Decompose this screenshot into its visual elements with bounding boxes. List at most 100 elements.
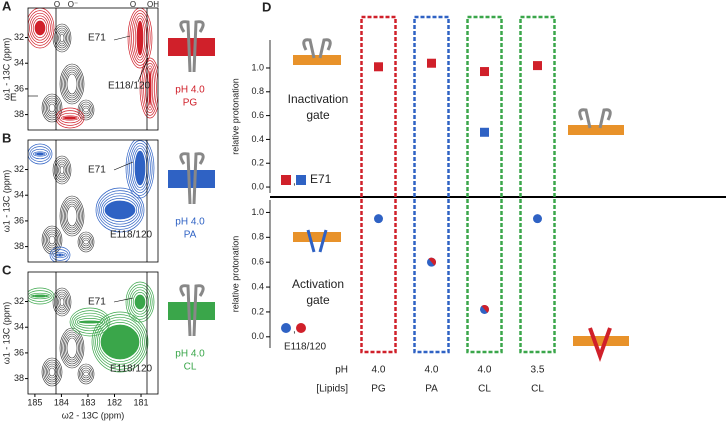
- y-tick-label: 34: [14, 190, 24, 200]
- contour: [93, 314, 147, 370]
- data-point: [481, 304, 489, 313]
- panel-frame: [27, 271, 159, 395]
- structure-label: O⁻: [68, 0, 78, 9]
- contour: [54, 25, 70, 51]
- contour: [36, 294, 44, 298]
- contour: [33, 151, 47, 157]
- contour: [56, 161, 68, 179]
- contour: [48, 103, 56, 113]
- contour: [80, 320, 100, 324]
- contour: [32, 18, 48, 38]
- contour: [59, 112, 81, 124]
- condition: PA: [184, 230, 197, 241]
- y-axis-label: relative protonation: [230, 78, 240, 155]
- y-tick-label: 32: [14, 296, 24, 306]
- contour: [95, 316, 145, 368]
- y-tick-label: 36: [14, 347, 24, 357]
- contour: [45, 231, 59, 249]
- contour: [62, 331, 82, 365]
- peak-label: E71: [88, 165, 106, 176]
- contour: [138, 23, 142, 53]
- contour: [83, 371, 89, 377]
- data-point: [533, 214, 542, 224]
- contour: [131, 145, 149, 191]
- contour: [59, 297, 65, 307]
- contour: [65, 71, 79, 97]
- contour: [97, 319, 143, 365]
- contour: [31, 15, 49, 41]
- panel-frame: [27, 7, 159, 131]
- contour: [45, 363, 59, 381]
- contour: [127, 8, 153, 69]
- contour: [131, 289, 149, 315]
- contour: [102, 327, 138, 357]
- contour: [102, 198, 138, 222]
- contour: [129, 10, 151, 66]
- panel-letter: A: [2, 0, 12, 13]
- membrane: [168, 38, 215, 56]
- channel: [179, 152, 205, 205]
- y-tick-label: 0.2: [251, 158, 264, 168]
- contour: [29, 292, 51, 300]
- contour: [28, 143, 53, 165]
- panel-frame: [27, 139, 159, 263]
- y-tick-label: 36: [14, 83, 24, 93]
- contour: [44, 361, 60, 383]
- leader: [113, 161, 134, 171]
- y-tick-label: 34: [14, 322, 24, 332]
- legend-marker: [296, 175, 306, 185]
- contour: [58, 163, 66, 177]
- contour: [80, 367, 92, 381]
- y-tick-label: 0.0: [251, 181, 264, 191]
- data-point: [480, 67, 489, 77]
- y-axis-label: relative protonation: [230, 236, 240, 313]
- peak-label: E118/120: [108, 81, 151, 92]
- contour: [136, 153, 144, 183]
- peak-label: E: [10, 93, 17, 104]
- lipid-label: CL: [478, 384, 491, 395]
- contour: [53, 251, 67, 259]
- contour: [79, 101, 93, 119]
- contour: [55, 291, 69, 313]
- contour: [48, 235, 56, 245]
- y-axis-label: ω1 - 13C (ppm): [1, 170, 11, 233]
- condition: pH 4.0: [175, 85, 205, 96]
- contour: [43, 95, 61, 121]
- ph-label: 3.5: [531, 365, 545, 376]
- contour: [79, 233, 93, 251]
- panel-letter: D: [262, 0, 271, 14]
- x-tick-label: 183: [80, 397, 95, 407]
- contour: [28, 8, 55, 49]
- legend-marker: [296, 323, 306, 333]
- panel-letter: B: [2, 130, 11, 145]
- condition-box: [466, 15, 503, 354]
- y-tick-label: 36: [14, 215, 24, 225]
- condition: pH 4.0: [175, 349, 205, 360]
- contour: [52, 23, 72, 53]
- membrane: [168, 170, 215, 188]
- x-tick-label: 181: [134, 397, 149, 407]
- contour: [129, 286, 151, 318]
- contour: [54, 157, 70, 183]
- row-label: [Lipids]: [316, 384, 348, 395]
- contour: [28, 287, 55, 305]
- y-tick-label: 0.8: [251, 86, 264, 96]
- panel-letter: C: [2, 262, 12, 277]
- contour: [58, 31, 66, 45]
- y-tick-label: 0.4: [251, 281, 264, 291]
- contour: [52, 155, 72, 185]
- contour: [127, 284, 153, 320]
- contour: [55, 159, 69, 181]
- contour: [63, 201, 81, 231]
- contour: [61, 65, 83, 103]
- contour: [62, 199, 82, 233]
- contour: [44, 97, 60, 119]
- y-tick-label: 32: [14, 32, 24, 42]
- structure-label: OH: [147, 0, 159, 9]
- legend-marker: [281, 323, 291, 333]
- contour: [145, 65, 155, 111]
